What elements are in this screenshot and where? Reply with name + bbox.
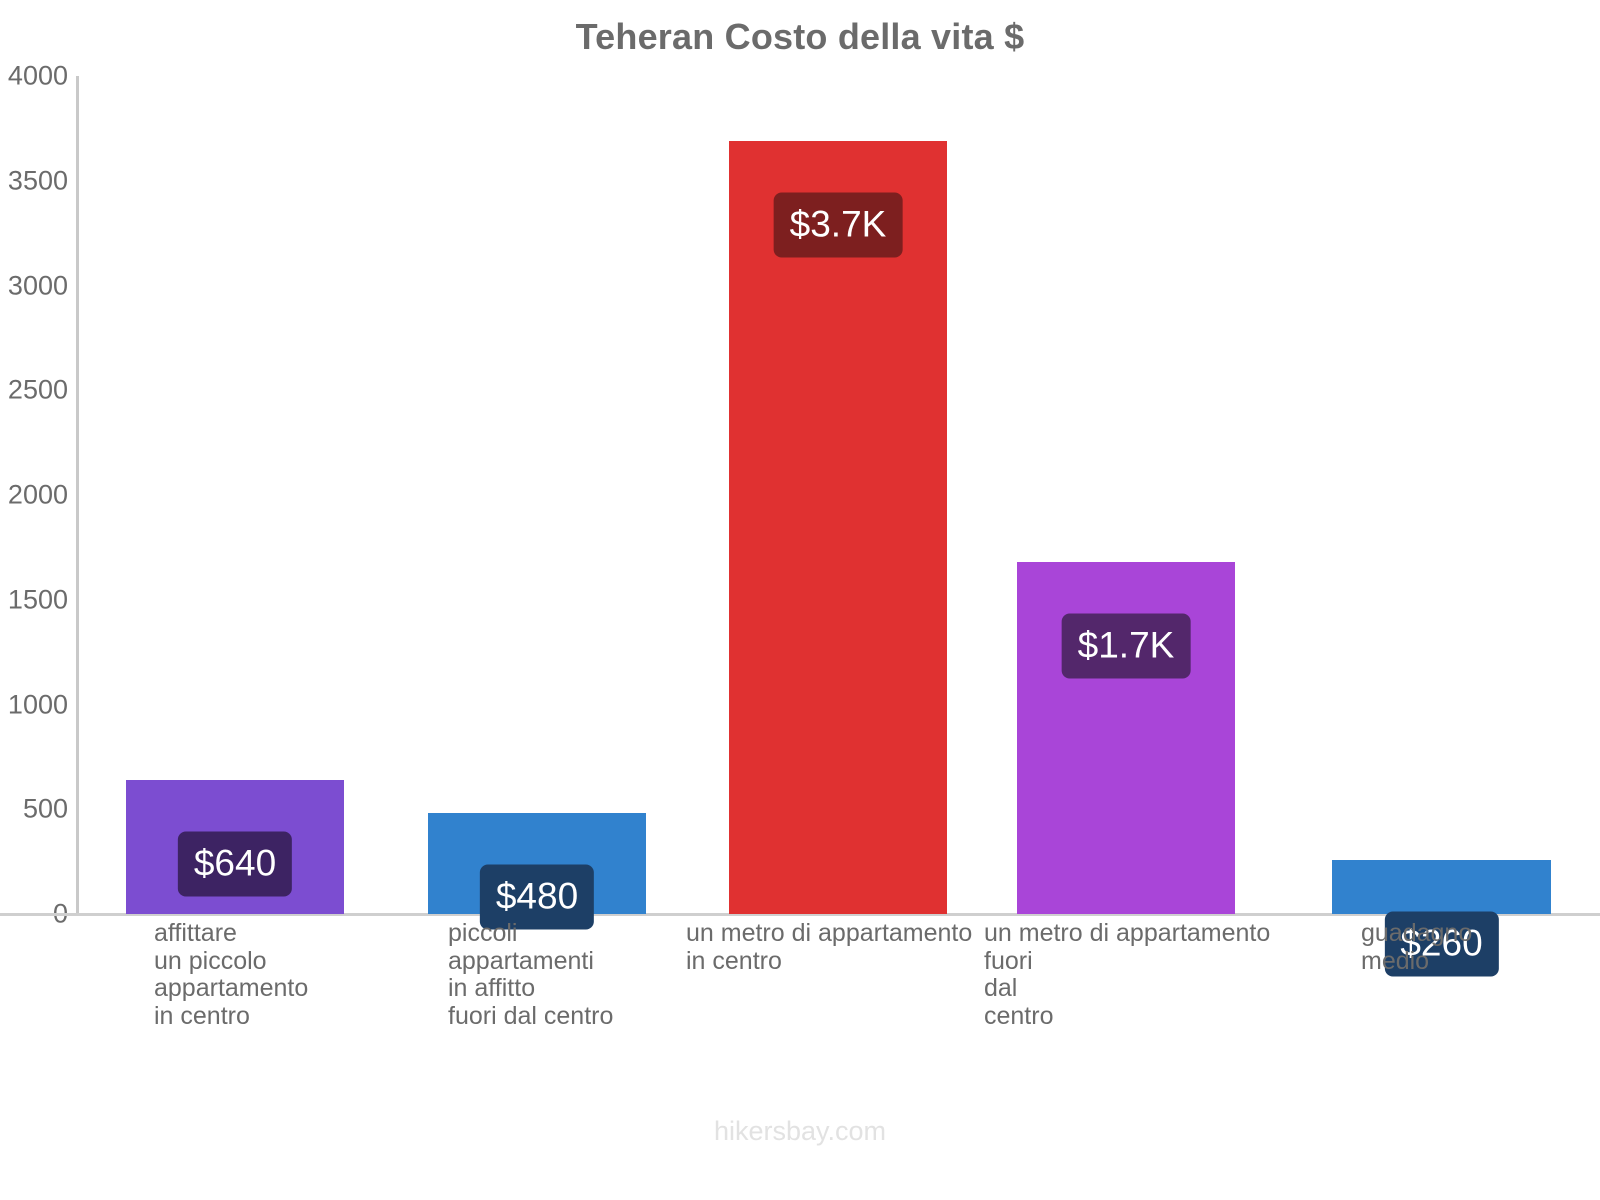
footer-watermark: hikersbay.com bbox=[713, 1116, 887, 1146]
y-axis-tick-label: 1000 bbox=[7, 689, 68, 719]
y-axis-tick-label: 1500 bbox=[7, 584, 68, 615]
x-axis-category-label: piccoli appartamenti in affitto fuori da… bbox=[448, 919, 614, 1030]
bar-value-label: $640 bbox=[177, 831, 293, 897]
y-axis-tick-label: 2500 bbox=[7, 374, 68, 405]
bar-value-label: $260 bbox=[1384, 911, 1499, 977]
y-axis-tick-label: 3500 bbox=[7, 165, 68, 196]
page-title: Teheran Costo della vita $ bbox=[575, 16, 1025, 57]
y-axis-tick-label: 500 bbox=[22, 793, 68, 824]
bar[interactable] bbox=[729, 140, 947, 914]
bar-value-label: $3.7K bbox=[773, 192, 903, 258]
y-axis-tick-labels: 05001000150020002500300035004000 bbox=[0, 0, 68, 1200]
x-axis-category-label: un metro di appartamento fuori dal centr… bbox=[984, 919, 1271, 1030]
y-axis-tick-label: 2000 bbox=[7, 479, 68, 510]
x-axis-category-label: affittare un piccolo appartamento in cen… bbox=[154, 919, 309, 1030]
bar-value-label: $1.7K bbox=[1061, 613, 1191, 679]
y-axis-line bbox=[76, 76, 79, 914]
x-axis-category-labels: affittare un piccolo appartamento in cen… bbox=[0, 919, 1600, 1060]
bar[interactable] bbox=[1332, 859, 1551, 914]
bar-value-label: $480 bbox=[479, 864, 595, 930]
y-axis-tick-label: 3000 bbox=[7, 270, 68, 300]
bars-layer: $640 $480 $3.7K $1.7K $260 bbox=[126, 140, 1551, 977]
x-axis-line bbox=[0, 913, 1600, 916]
y-axis-tick-label: 4000 bbox=[7, 60, 68, 91]
x-axis-category-label: un metro di appartamento in centro bbox=[686, 919, 973, 975]
x-axis-category-label: guadagno medio bbox=[1361, 919, 1473, 975]
